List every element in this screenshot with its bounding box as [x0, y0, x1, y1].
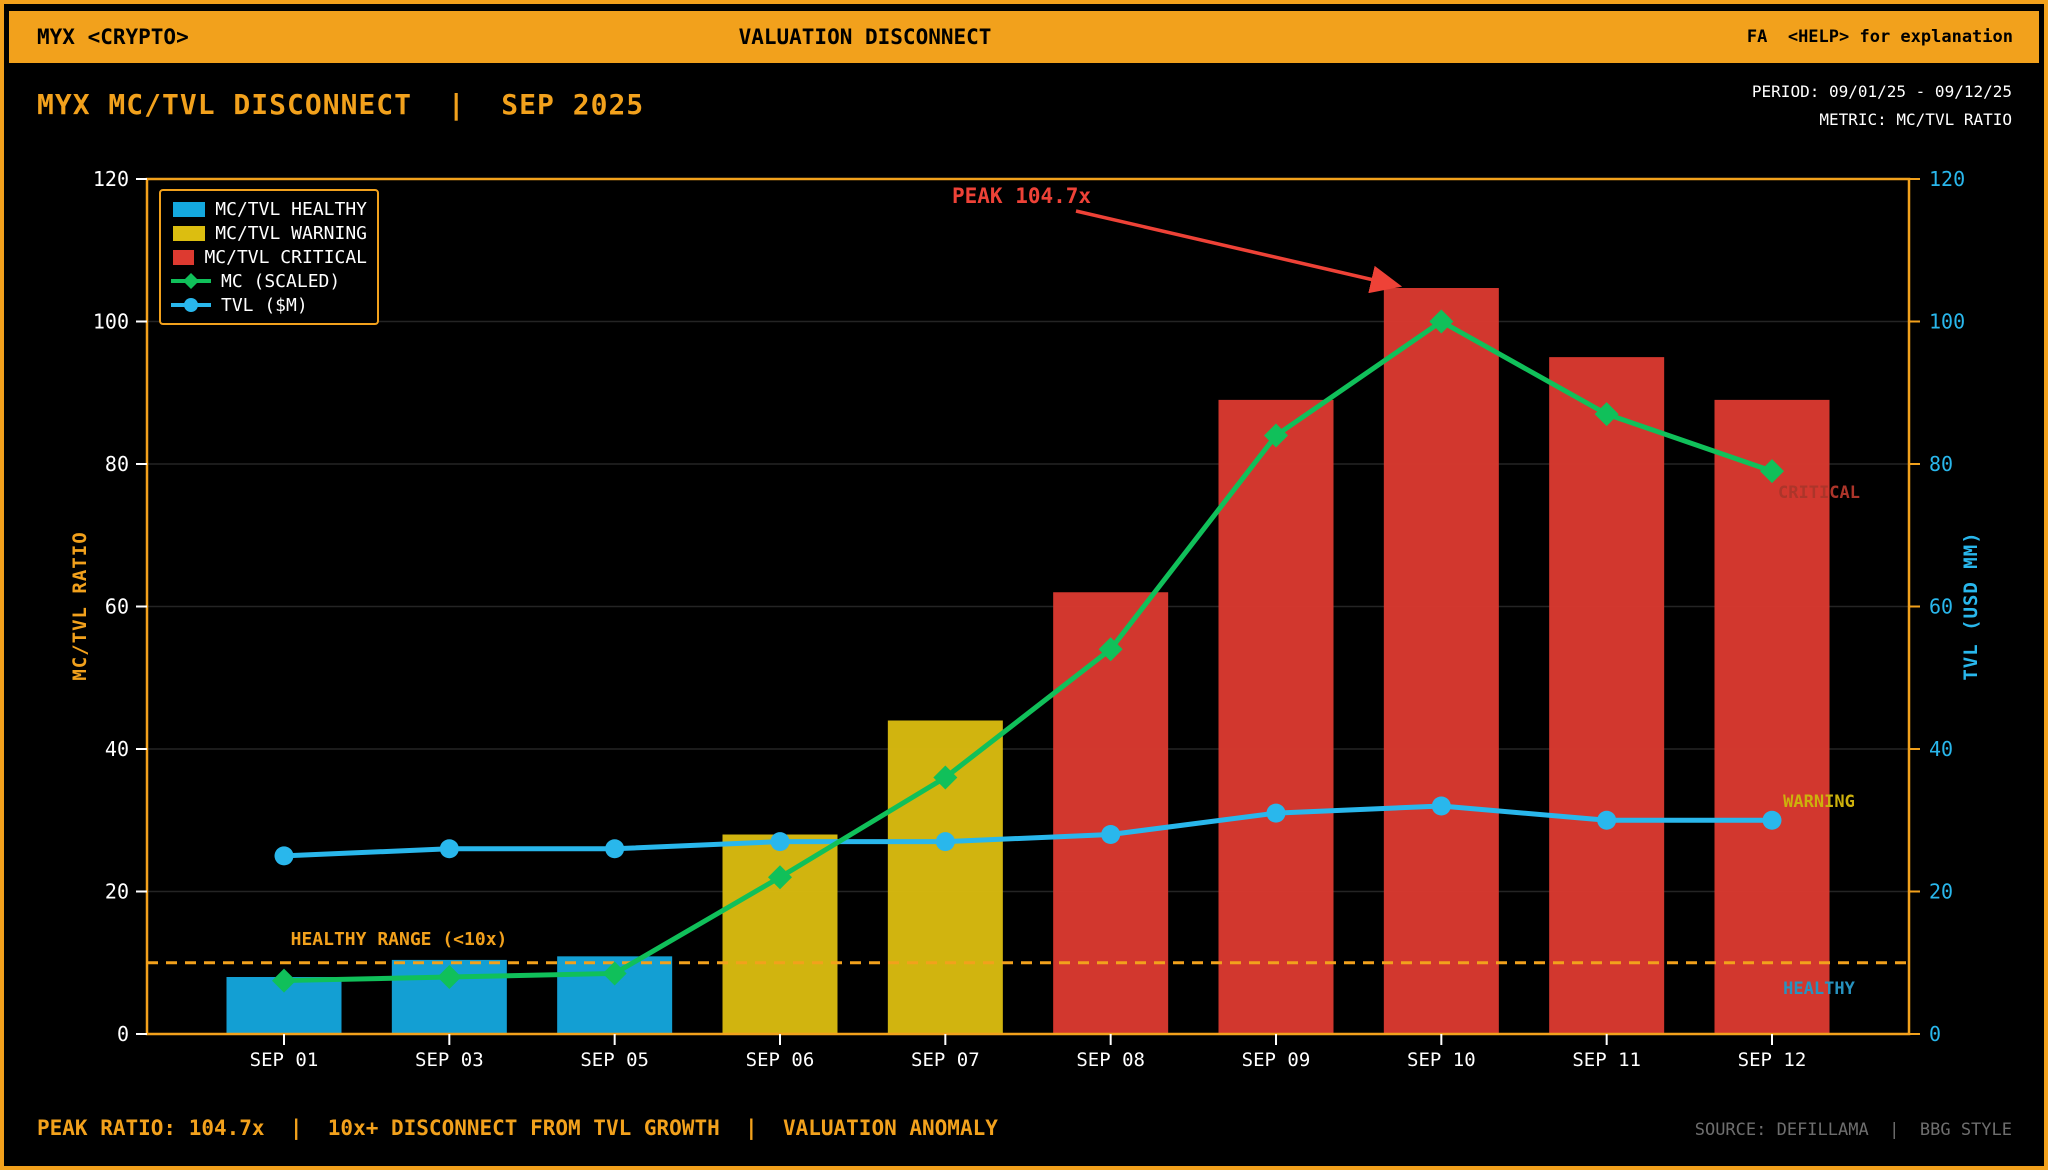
y-tick-label-left: 40	[105, 737, 129, 761]
tvl-m--marker	[605, 839, 625, 859]
ticker-function-label: MYX <CRYPTO>	[37, 25, 189, 49]
chart-canvas: 0 0 20 20 40 40 60 60 80 80 100 100 120 120 SEP 01 SEP …	[93, 167, 1965, 1071]
mc-scaled--marker	[933, 765, 958, 790]
legend-swatch-rect-icon	[173, 225, 206, 241]
mc-scaled--marker	[1429, 309, 1454, 334]
x-tick-label: SEP 03	[415, 1049, 484, 1071]
bar-sep-06	[722, 834, 838, 1034]
tvl-m--marker	[770, 832, 790, 852]
y-tick-label-left: 100	[93, 310, 129, 334]
y-axis-title-left: MC/TVL RATIO	[69, 531, 91, 681]
screen-title: VALUATION DISCONNECT	[738, 25, 992, 49]
peak-arrow	[1075, 209, 1403, 294]
tvl-m--marker	[439, 839, 459, 859]
footer-source: SOURCE: DEFILLAMA | BBG STYLE	[1694, 1120, 2012, 1140]
x-tick-label: SEP 10	[1407, 1049, 1476, 1071]
y-tick-label-left: 60	[105, 595, 129, 619]
bar-sep-09	[1218, 399, 1334, 1034]
y-tick-label-left: 20	[105, 880, 129, 904]
y-tick-label-left: 80	[105, 452, 129, 476]
zone-label-warning: WARNING	[1783, 792, 1855, 813]
legend-item-tvl-m-: TVL ($M)	[171, 295, 367, 316]
tvl-m--marker	[1762, 810, 1782, 830]
y-tick-label-right: 60	[1929, 595, 1953, 619]
tvl-m--marker	[1101, 825, 1121, 844]
bar-sep-08	[1053, 592, 1169, 1034]
tvl-m--marker	[1431, 796, 1451, 816]
legend-item-mc-tvl-warning: MC/TVL WARNING	[171, 223, 367, 244]
legend-item-label: TVL ($M)	[221, 294, 308, 316]
legend-swatch-rect-icon	[173, 249, 195, 265]
y-tick-label-right: 20	[1929, 880, 1953, 904]
y-tick-label-right: 0	[1929, 1022, 1941, 1046]
x-tick-label: SEP 12	[1738, 1049, 1807, 1071]
healthy-range-label: HEALTHY RANGE (<10x)	[290, 929, 508, 950]
legend-item-label: MC/TVL HEALTHY	[215, 198, 367, 220]
legend-item-mc-scaled-: MC (SCALED)	[171, 271, 367, 292]
y-tick-label-right: 100	[1929, 310, 1965, 334]
y-tick-label-left: 120	[93, 167, 129, 191]
y-tick-label-right: 40	[1929, 737, 1953, 761]
y-tick-label-right: 120	[1929, 167, 1965, 191]
x-tick-label: SEP 06	[746, 1049, 815, 1071]
mc-scaled--line	[281, 319, 1775, 984]
legend-swatch-line-diamond-icon	[171, 272, 211, 289]
mc-scaled--marker	[1264, 423, 1288, 448]
x-tick-label: SEP 01	[250, 1049, 319, 1071]
y-tick-label-left: 0	[117, 1022, 129, 1046]
legend-item-label: MC/TVL CRITICAL	[204, 246, 367, 268]
tvl-m--marker	[274, 846, 294, 866]
legend-swatch-rect-icon	[173, 201, 206, 217]
x-tick-label: SEP 09	[1242, 1049, 1311, 1071]
bar-sep-12	[1714, 399, 1830, 1034]
zone-label-healthy: HEALTHY	[1783, 979, 1855, 1000]
mc-scaled--marker	[272, 968, 296, 993]
x-tick-label: SEP 08	[1076, 1049, 1145, 1071]
mc-scaled--marker	[1594, 402, 1619, 427]
mc-scaled--marker	[768, 865, 792, 890]
period-label: PERIOD: 09/01/25 - 09/12/25	[1751, 82, 2012, 101]
legend-item-mc-tvl-critical: MC/TVL CRITICAL	[171, 247, 367, 268]
legend-swatch-line-circle-icon	[171, 297, 211, 312]
x-tick-label: SEP 05	[580, 1049, 649, 1071]
legend-item-label: MC (SCALED)	[221, 270, 341, 292]
mc-scaled--marker	[1760, 459, 1784, 484]
legend: MC/TVL HEALTHY MC/TVL WARNING MC/TVL CRI…	[159, 189, 379, 325]
y-tick-label-right: 80	[1929, 452, 1953, 476]
footer-summary: PEAK RATIO: 104.7x | 10x+ DISCONNECT FRO…	[37, 1116, 998, 1140]
tvl-m--marker	[1266, 803, 1286, 823]
mc-scaled--marker	[1098, 637, 1123, 662]
bar-sep-10	[1383, 288, 1499, 1034]
tvl-m--marker	[1597, 810, 1617, 830]
bar-sep-11	[1549, 357, 1665, 1034]
page-title: MYX MC/TVL DISCONNECT | SEP 2025	[37, 88, 645, 121]
peak-annotation-label: PEAK 104.7x	[952, 184, 1092, 208]
mc-scaled--marker	[602, 961, 627, 986]
tvl-m--marker	[935, 832, 955, 852]
metric-label: METRIC: MC/TVL RATIO	[1819, 110, 2012, 129]
legend-item-label: MC/TVL WARNING	[215, 222, 367, 244]
mc-scaled--marker	[437, 965, 462, 989]
terminal-header-bar: MYX <CRYPTO> VALUATION DISCONNECT FA <HE…	[9, 11, 2039, 63]
y-axis-title-right: TVL (USD MM)	[1960, 531, 1982, 681]
legend-item-mc-tvl-healthy: MC/TVL HEALTHY	[171, 199, 367, 220]
x-tick-label: SEP 11	[1572, 1049, 1641, 1071]
help-hint[interactable]: FA <HELP> for explanation	[1746, 27, 2013, 47]
zone-label-critical: CRITICAL	[1778, 482, 1860, 503]
x-tick-label: SEP 07	[911, 1049, 980, 1071]
tvl-m--line	[281, 803, 1775, 859]
